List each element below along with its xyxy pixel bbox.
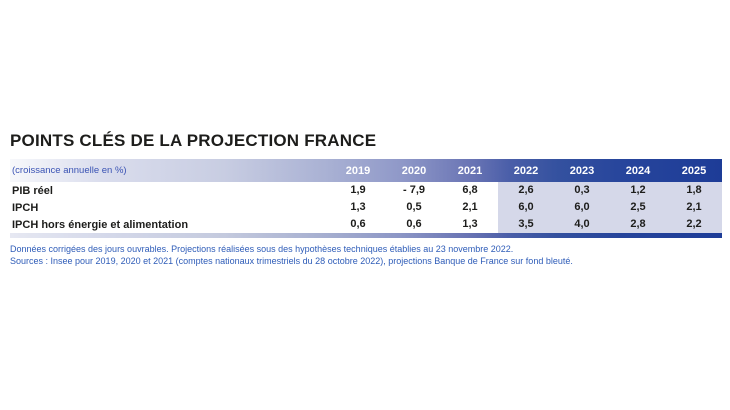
table-header-row: (croissance annuelle en %) 2019 2020 202… (10, 159, 722, 182)
cell-value-projection: 6,0 (498, 199, 554, 216)
cell-value: 0,5 (406, 201, 422, 213)
note-methodology: Données corrigées des jours ouvrables. P… (10, 244, 514, 254)
table-row-ipch-hors-energie: IPCH hors énergie et alimentation 0,6 0,… (10, 216, 722, 233)
cell-value-projection: 2,2 (666, 216, 722, 233)
cell-value-projection: 4,0 (554, 216, 610, 233)
year-header-2021: 2021 (457, 164, 483, 177)
year-header-2023: 2023 (569, 164, 595, 177)
cell-value: 2,1 (462, 201, 478, 213)
cell-value-projection: 0,3 (554, 182, 610, 199)
row-label: PIB réel (12, 184, 53, 197)
cell-value: 1,3 (350, 201, 366, 213)
cell-value-projection: 1,8 (666, 182, 722, 199)
year-header-2025: 2025 (681, 164, 707, 177)
cell-value: 1,3 (462, 218, 478, 230)
cell-value: 0,6 (350, 218, 366, 230)
year-header-2024: 2024 (625, 164, 651, 177)
note-sources: Sources : Insee pour 2019, 2020 et 2021 … (10, 255, 573, 266)
year-header-2022: 2022 (513, 164, 539, 177)
cell-value: 0,6 (406, 218, 422, 230)
cell-value-projection: 2,1 (666, 199, 722, 216)
cell-value-projection: 2,5 (610, 199, 666, 216)
figure-notes: Données corrigées des jours ouvrables. P… (10, 244, 722, 267)
projection-table: (croissance annuelle en %) 2019 2020 202… (10, 159, 722, 238)
cell-value-projection: 6,0 (554, 199, 610, 216)
cell-value: 6,8 (462, 184, 478, 196)
table-row-ipch: IPCH 1,3 0,5 2,1 6,0 6,0 2,5 2,1 (10, 199, 722, 216)
row-label: IPCH (12, 201, 39, 214)
cell-value-projection: 2,8 (610, 216, 666, 233)
figure-title: POINTS CLÉS DE LA PROJECTION FRANCE (10, 131, 377, 150)
cell-value: - 7,9 (402, 184, 425, 196)
unit-label: (croissance annuelle en %) (12, 165, 127, 176)
cell-value: 1,9 (350, 184, 366, 196)
projection-table-figure: POINTS CLÉS DE LA PROJECTION FRANCE (cro… (10, 131, 722, 267)
year-header-2020: 2020 (401, 164, 427, 177)
year-header-2019: 2019 (345, 164, 371, 177)
cell-value-projection: 3,5 (498, 216, 554, 233)
cell-value-projection: 1,2 (610, 182, 666, 199)
row-label: IPCH hors énergie et alimentation (12, 218, 189, 231)
table-row-pib-reel: PIB réel 1,9 - 7,9 6,8 2,6 0,3 1,2 1,8 (10, 182, 722, 199)
cell-value-projection: 2,6 (498, 182, 554, 199)
table-bottom-bar (10, 233, 722, 238)
